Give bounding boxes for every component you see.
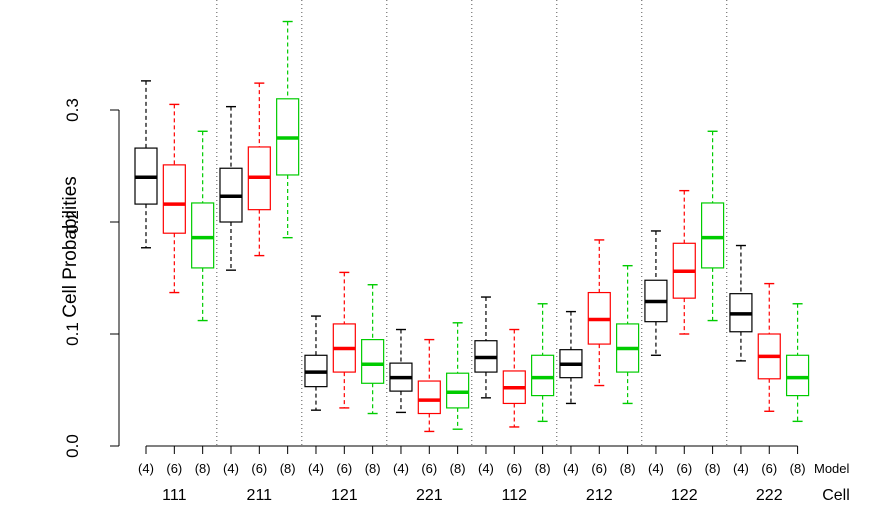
y-tick-label: 0.2 bbox=[63, 210, 82, 234]
iqr-box bbox=[361, 339, 385, 384]
model-tick-label: (6) bbox=[336, 461, 352, 476]
model-tick-label: (8) bbox=[450, 461, 466, 476]
y-axis-label: Cell Probabilities bbox=[60, 176, 81, 318]
model-tick-label: (8) bbox=[790, 461, 806, 476]
separator-layer bbox=[216, 0, 728, 446]
model-tick-label: (8) bbox=[705, 461, 721, 476]
box-221-model6 bbox=[417, 338, 441, 433]
model-tick-label: (6) bbox=[166, 461, 182, 476]
cell-tick-label: 121 bbox=[331, 487, 358, 504]
box-112-model6 bbox=[502, 328, 526, 428]
iqr-box bbox=[162, 164, 186, 234]
cell-tick-label: 112 bbox=[502, 487, 528, 504]
cell-tick-label: 122 bbox=[671, 487, 698, 504]
y-tick-label: 0.3 bbox=[63, 98, 82, 122]
box-121-model8 bbox=[361, 284, 385, 415]
y-tick-label: 0.1 bbox=[63, 322, 82, 346]
box-211-model6 bbox=[247, 82, 271, 257]
box-112-model4 bbox=[474, 296, 498, 399]
iqr-box bbox=[700, 202, 725, 269]
y-axis: 0.0 0.1 0.2 0.3 bbox=[63, 98, 120, 458]
cell-tick-label: 111 bbox=[162, 487, 186, 504]
model-tick-label: (6) bbox=[676, 461, 692, 476]
box-122-model4 bbox=[644, 230, 668, 356]
model-tick-label: (4) bbox=[648, 461, 664, 476]
iqr-box bbox=[785, 354, 810, 397]
model-tick-label: (6) bbox=[421, 461, 437, 476]
iqr-box bbox=[531, 354, 555, 397]
box-222-model6 bbox=[757, 282, 781, 412]
model-row-label: Model bbox=[814, 461, 850, 476]
box-111-model4 bbox=[134, 80, 158, 249]
box-112-model8 bbox=[531, 303, 555, 423]
iqr-box bbox=[417, 380, 441, 415]
model-tick-label: (4) bbox=[223, 461, 239, 476]
model-tick-label: (6) bbox=[591, 461, 607, 476]
x-axis: (4) (6) (8) 111 (4) (6) (8) 211 (4) (6) (8) 121 (4) (… bbox=[138, 445, 806, 504]
cell-tick-label: 221 bbox=[416, 487, 443, 504]
model-tick-label: (6) bbox=[251, 461, 267, 476]
box-121-model4 bbox=[304, 315, 328, 411]
box-122-model6 bbox=[672, 189, 696, 335]
box-111-model8 bbox=[191, 130, 215, 322]
model-tick-label: (8) bbox=[535, 461, 551, 476]
box-221-model8 bbox=[446, 322, 470, 430]
cell-tick-label: 211 bbox=[247, 487, 273, 504]
box-layer bbox=[134, 20, 810, 433]
box-211-model4 bbox=[219, 105, 243, 271]
model-tick-label: (4) bbox=[733, 461, 749, 476]
iqr-box bbox=[191, 202, 215, 269]
cell-tick-label: 212 bbox=[586, 487, 613, 504]
model-tick-label: (4) bbox=[138, 461, 154, 476]
cell-tick-label: 222 bbox=[756, 487, 783, 504]
model-tick-label: (8) bbox=[195, 461, 211, 476]
box-212-model8 bbox=[616, 264, 640, 405]
box-211-model8 bbox=[276, 20, 300, 239]
model-tick-label: (8) bbox=[620, 461, 636, 476]
cell-row-label: Cell bbox=[822, 487, 850, 504]
model-tick-label: (4) bbox=[308, 461, 324, 476]
model-tick-label: (8) bbox=[280, 461, 296, 476]
box-222-model4 bbox=[729, 244, 753, 362]
box-121-model6 bbox=[332, 271, 356, 409]
model-tick-label: (4) bbox=[478, 461, 494, 476]
box-222-model8 bbox=[785, 303, 810, 423]
box-221-model4 bbox=[389, 328, 413, 414]
model-tick-label: (4) bbox=[393, 461, 409, 476]
model-tick-label: (6) bbox=[761, 461, 777, 476]
box-212-model6 bbox=[587, 239, 611, 387]
box-212-model4 bbox=[559, 310, 583, 405]
y-tick-label: 0.0 bbox=[63, 434, 82, 458]
model-tick-label: (6) bbox=[506, 461, 522, 476]
model-tick-label: (4) bbox=[563, 461, 579, 476]
box-122-model8 bbox=[700, 130, 725, 322]
box-111-model6 bbox=[162, 103, 186, 294]
model-tick-label: (8) bbox=[365, 461, 381, 476]
